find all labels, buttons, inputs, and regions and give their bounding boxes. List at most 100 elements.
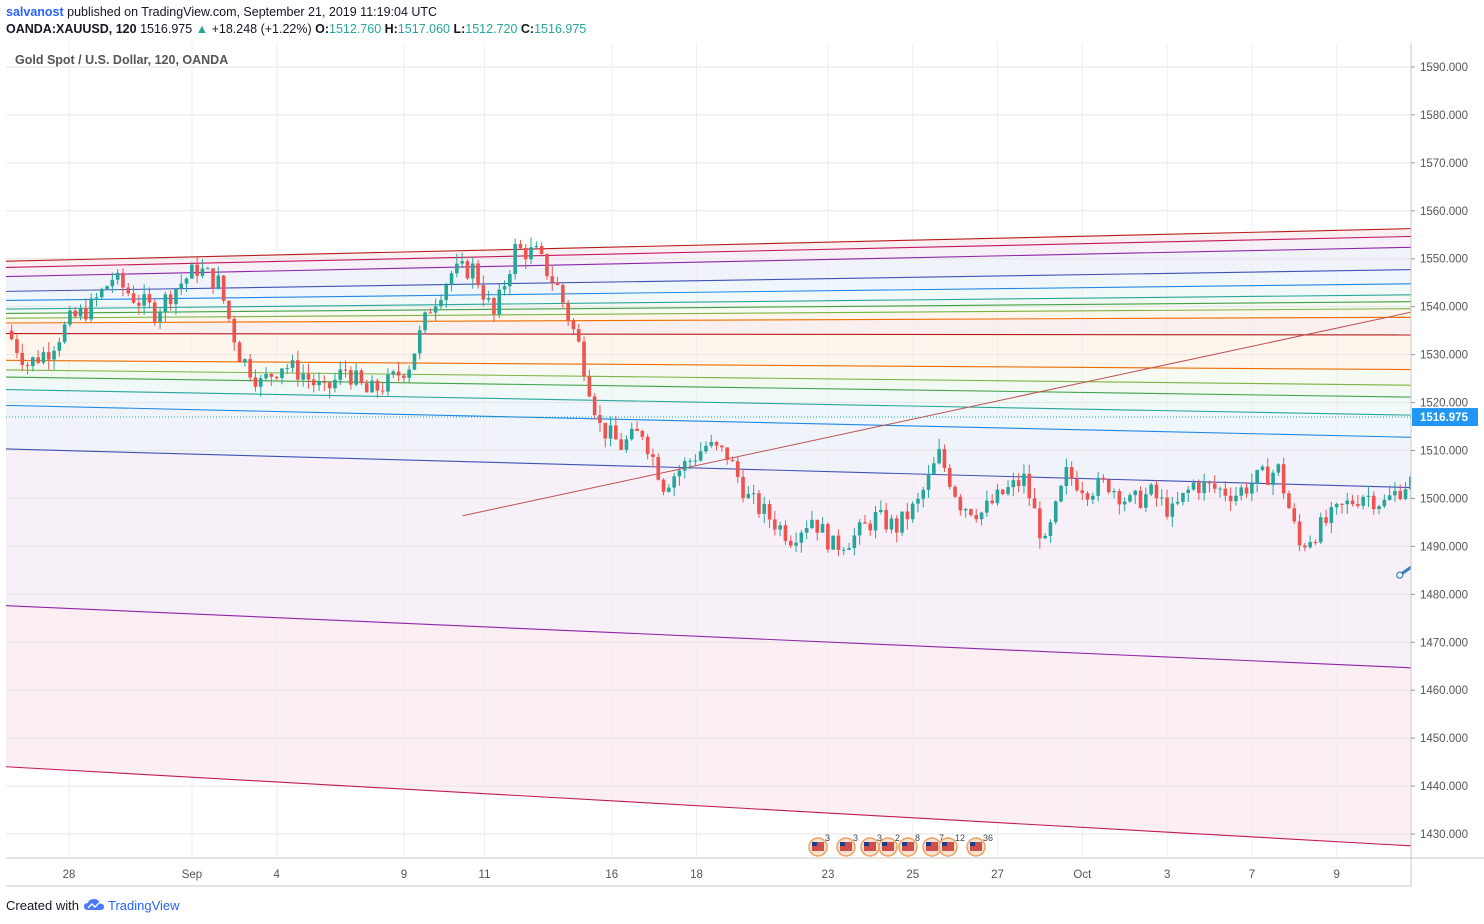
candle-body[interactable] [1064, 467, 1069, 486]
candle-body[interactable] [216, 275, 221, 289]
candle-body[interactable] [1345, 500, 1350, 505]
candle-body[interactable] [1281, 464, 1286, 494]
candle-body[interactable] [1170, 503, 1175, 517]
candle-body[interactable] [561, 285, 565, 303]
candle-body[interactable] [497, 289, 502, 315]
candle-body[interactable] [1186, 489, 1191, 493]
candle-body[interactable] [794, 542, 798, 546]
candle-body[interactable] [1048, 522, 1053, 536]
candle-body[interactable] [354, 370, 358, 385]
candle-body[interactable] [1154, 484, 1159, 499]
candle-body[interactable] [725, 447, 729, 460]
candle-body[interactable] [105, 286, 109, 289]
candle-body[interactable] [841, 549, 846, 551]
pitchfan-line[interactable] [0, 282, 1484, 302]
candle-body[interactable] [137, 302, 141, 306]
candle-body[interactable] [1117, 491, 1122, 505]
candle-body[interactable] [412, 353, 417, 370]
pitchfan-line[interactable] [0, 376, 1484, 399]
candle-body[interactable] [1101, 477, 1106, 480]
candle-body[interactable] [110, 279, 115, 287]
candle-body[interactable] [327, 382, 332, 389]
candle-body[interactable] [921, 489, 926, 499]
candle-body[interactable] [1202, 481, 1206, 494]
candle-body[interactable] [762, 504, 767, 514]
candle-body[interactable] [1334, 503, 1339, 508]
candle-body[interactable] [195, 264, 199, 276]
candle-body[interactable] [322, 381, 327, 383]
candle-body[interactable] [1366, 495, 1371, 497]
candle-body[interactable] [465, 261, 470, 279]
candle-body[interactable] [672, 476, 676, 488]
candle-body[interactable] [460, 261, 464, 264]
candle-body[interactable] [852, 535, 857, 548]
candle-body[interactable] [799, 532, 804, 543]
pitchfan-line[interactable] [0, 765, 1484, 853]
candle-body[interactable] [619, 439, 623, 450]
candle-body[interactable] [889, 518, 894, 530]
candle-body[interactable] [1122, 501, 1127, 505]
candle-body[interactable] [900, 511, 904, 533]
candle-body[interactable] [1382, 499, 1387, 507]
candle-body[interactable] [953, 486, 957, 497]
candle-body[interactable] [804, 528, 809, 533]
candle-body[interactable] [163, 294, 168, 312]
candle-body[interactable] [481, 285, 486, 300]
candle-body[interactable] [142, 294, 146, 306]
candle-body[interactable] [232, 318, 237, 343]
candle-body[interactable] [84, 307, 88, 320]
candle-body[interactable] [539, 246, 544, 254]
candle-body[interactable] [1228, 495, 1233, 502]
candle-body[interactable] [651, 454, 655, 457]
candle-body[interactable] [1096, 477, 1100, 496]
candle-body[interactable] [1303, 545, 1307, 548]
candle-body[interactable] [1260, 466, 1265, 470]
candle-body[interactable] [513, 243, 517, 275]
candle-body[interactable] [905, 511, 910, 520]
candle-body[interactable] [433, 306, 438, 313]
candle-body[interactable] [317, 381, 321, 386]
candle-body[interactable] [211, 268, 215, 289]
candle-body[interactable] [248, 359, 252, 378]
candle-body[interactable] [179, 283, 184, 289]
candle-body[interactable] [476, 263, 480, 286]
candle-body[interactable] [1244, 487, 1249, 494]
candle-body[interactable] [974, 515, 979, 520]
candle-body[interactable] [1371, 495, 1376, 510]
candle-body[interactable] [243, 359, 247, 363]
candle-body[interactable] [677, 470, 682, 477]
candle-body[interactable] [810, 519, 814, 529]
pitchfan-line[interactable] [0, 245, 1484, 278]
candle-body[interactable] [783, 525, 788, 541]
candle-body[interactable] [529, 247, 533, 260]
candle-body[interactable] [439, 300, 443, 307]
candle-body[interactable] [264, 373, 268, 379]
candle-body[interactable] [693, 460, 698, 462]
economic-events[interactable]: 3 3 3 2 8 7 12 36 [808, 833, 993, 857]
candle-body[interactable] [1011, 480, 1016, 488]
candle-body[interactable] [20, 352, 25, 365]
candle-body[interactable] [121, 272, 125, 288]
candle-body[interactable] [343, 369, 348, 371]
candle-body[interactable] [359, 370, 364, 384]
candle-body[interactable] [184, 278, 189, 284]
candle-body[interactable] [158, 311, 162, 322]
candle-body[interactable] [1239, 487, 1244, 496]
elliott-wave-forecast[interactable]: (1)(2)(3)(4)(5)(1)(2)(3)(4)(5) [1396, 68, 1484, 583]
candle-body[interactable] [1138, 490, 1143, 508]
candle-body[interactable] [1000, 489, 1005, 495]
candle-body[interactable] [1377, 506, 1381, 510]
candle-body[interactable] [582, 341, 586, 377]
candle-body[interactable] [788, 540, 793, 546]
candle-body[interactable] [767, 504, 772, 520]
candle-body[interactable] [1091, 495, 1095, 500]
candle-body[interactable] [1287, 493, 1291, 509]
candle-body[interactable] [714, 442, 719, 446]
candle-body[interactable] [126, 287, 131, 294]
candle-body[interactable] [614, 425, 618, 440]
candle-body[interactable] [386, 374, 390, 392]
candle-body[interactable] [41, 352, 46, 363]
candle-body[interactable] [545, 253, 549, 277]
candle-body[interactable] [1234, 495, 1238, 502]
candle-body[interactable] [629, 428, 634, 440]
